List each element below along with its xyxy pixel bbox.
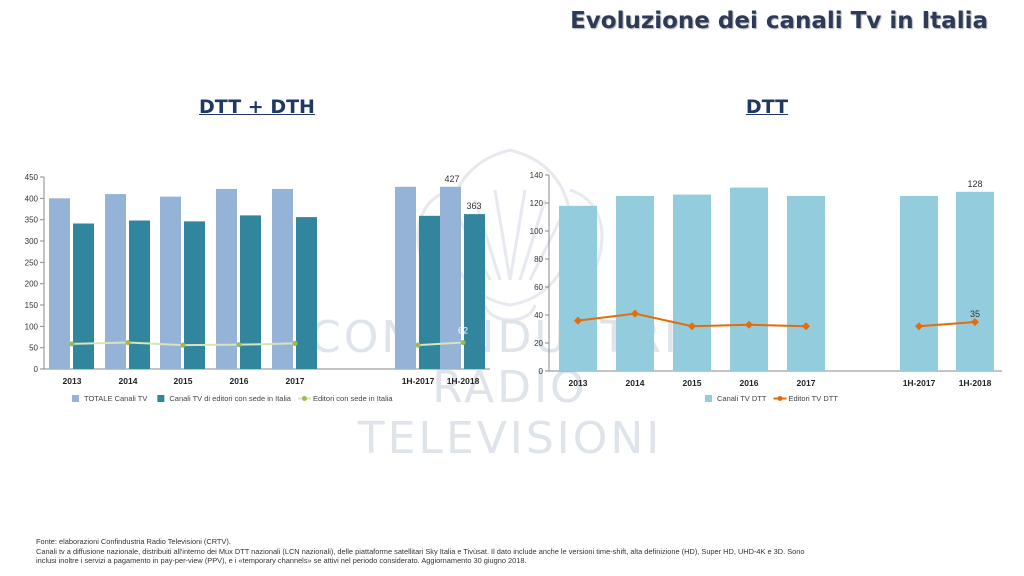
footer-source: Fonte: elaborazioni Confindustria Radio … [36,537,231,546]
bar [464,214,485,369]
y-tick-label: 100 [530,227,544,236]
series-line [918,321,976,328]
x-tick-label: 2013 [63,376,82,386]
bar [216,188,237,369]
bar [559,205,597,371]
bar [616,196,654,371]
x-tick-label: 2017 [286,376,305,386]
line-point [236,342,242,348]
legend-label: Editori TV DTT [788,394,838,403]
bar [240,215,261,369]
y-tick-label: 40 [534,311,543,320]
bar [296,217,317,369]
line-point [125,339,131,346]
legend-swatch [72,395,79,402]
chart-dtt: 0 20 40 60 80 100 120 140 2013 2014 2015 2016 2017 1H… [530,171,1002,403]
data-label: 128 [967,179,982,189]
line-point [745,320,753,329]
y-tick-label: 60 [534,283,543,292]
y-tick-label: 200 [25,280,39,289]
y-tick-label: 20 [534,339,543,348]
footer-note-1: Canali tv a diffusione nazionale, distri… [36,546,805,556]
legend-label: TOTALE Canali TV [84,394,147,403]
x-tick-label: 2013 [569,378,588,388]
chart-heading-dtt: DTT [745,96,789,118]
x-tick-label: 2014 [626,378,645,388]
bar [673,194,711,371]
line-point [971,318,979,326]
legend-label: Canali TV DTT [717,394,767,403]
legend-swatch [157,395,165,402]
y-tick-label: 50 [29,344,38,353]
y-tick-label: 0 [34,365,39,374]
bar [900,196,938,371]
chart-dtt-dth: 0 50 100 150 200 250 300 350 400 450 2013 2014 2015 2… [25,173,490,403]
line-point [574,316,582,325]
data-label: 35 [970,309,980,319]
y-tick-label: 450 [25,173,39,182]
x-tick-label: 1H-2018 [447,376,480,386]
x-tick-label: 2016 [740,378,759,388]
line-point [415,342,421,348]
bar [395,186,416,369]
legend-marker [301,396,307,401]
legend-swatch [705,395,712,402]
line-point [915,322,923,331]
x-tick-label: 2014 [119,376,138,386]
x-tick-label: 2015 [174,376,193,386]
x-tick-label: 2015 [683,378,702,388]
line-point [460,339,466,346]
line-point [180,342,186,348]
line-point [292,340,298,346]
y-tick-label: 0 [539,367,544,376]
x-tick-label: 1H-2017 [402,376,435,386]
chart-heading-dtt-dth: DTT + DTH [199,96,315,118]
bar [440,186,461,369]
watermark-line-2: RADIO TELEVISIONI [357,362,663,464]
x-tick-label: 1H-2018 [959,378,992,388]
x-tick-label: 2016 [230,376,249,386]
data-label: 363 [466,201,481,211]
bar [272,188,293,369]
page-title: Evoluzione dei canali Tv in Italia [570,8,988,34]
legend-marker [777,396,783,401]
x-tick-label: 2017 [797,378,816,388]
footer-note-2: inclusi inoltre i servizi a pagamento in… [36,556,527,566]
bar [73,223,94,369]
bar [105,194,126,369]
y-tick-label: 80 [534,255,543,264]
y-tick-label: 300 [25,237,39,246]
bar [129,220,150,369]
bar [787,196,825,371]
line-point [69,341,75,347]
bar [730,187,768,371]
line-point [688,322,696,331]
footer-notes: Fonte: elaborazioni Confindustria Radio … [36,537,996,566]
bar [49,198,70,369]
bar [956,191,994,371]
x-tick-label: 1H-2017 [903,378,936,388]
bar [419,215,440,369]
y-tick-label: 250 [25,258,39,267]
data-label: 427 [444,174,459,184]
legend-label: Editori con sede in Italia [313,394,393,403]
y-tick-label: 100 [25,322,39,331]
legend-label: Canali TV di editori con sede in Italia [169,394,291,403]
line-point [631,309,639,318]
y-tick-label: 120 [530,199,544,208]
series-line [417,341,464,347]
bar [160,196,181,369]
y-tick-label: 400 [25,194,39,203]
data-label: 62 [458,326,468,336]
y-tick-label: 150 [25,301,39,310]
bar [184,221,205,369]
y-tick-label: 140 [530,171,544,180]
y-tick-label: 350 [25,216,39,225]
line-point [802,322,810,331]
